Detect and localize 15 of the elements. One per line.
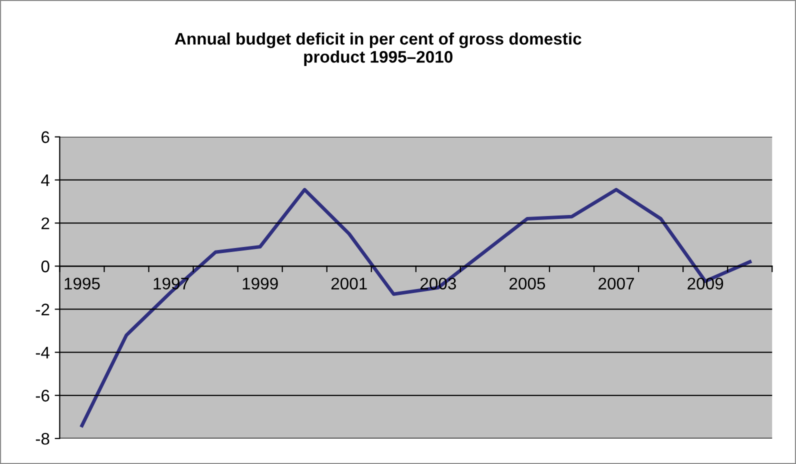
y-tick-label: 4 xyxy=(41,174,50,186)
x-tick-label: 2007 xyxy=(598,278,634,290)
x-tick-label: 2005 xyxy=(510,278,546,290)
y-tick-label: -6 xyxy=(36,390,50,402)
x-tick-label: 2009 xyxy=(688,278,724,290)
x-tick-label: 1999 xyxy=(242,278,278,290)
y-tick-label: -8 xyxy=(36,432,50,445)
y-tick-label: 0 xyxy=(41,260,50,272)
y-tick-label: -4 xyxy=(36,346,50,358)
x-tick-label: 1995 xyxy=(64,278,100,290)
x-tick-label: 2001 xyxy=(331,278,367,290)
y-tick-label: 6 xyxy=(42,131,50,144)
y-tick-label: -2 xyxy=(36,304,50,316)
chart-title: Annual budget deficit in per cent of gross domestic product 1995–2010 xyxy=(174,32,582,66)
y-tick-label: 2 xyxy=(42,217,50,230)
